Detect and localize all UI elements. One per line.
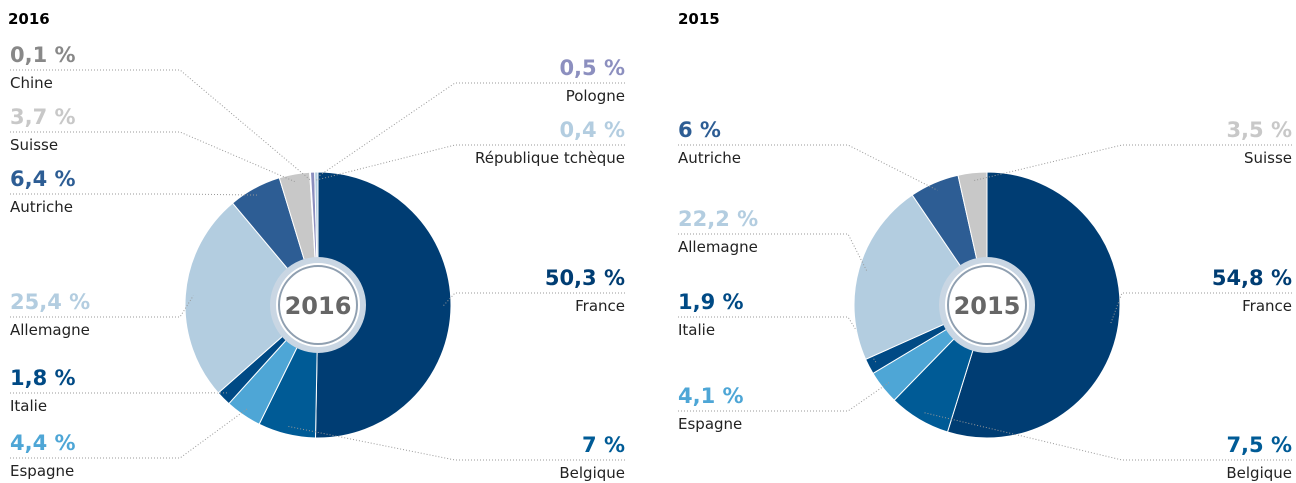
category-label: Belgique [1226, 464, 1292, 482]
category-label: Chine [10, 74, 53, 92]
value-label: 54,8 % [1212, 266, 1292, 290]
donut-ring [939, 257, 1035, 353]
category-label: Suisse [10, 136, 58, 154]
pie-slice [314, 171, 452, 439]
value-label: 6 % [678, 118, 721, 142]
category-label: Allemagne [10, 321, 90, 339]
leader-line [922, 411, 1292, 461]
value-label: 22,2 % [678, 207, 758, 231]
chart-title: 2016 [8, 10, 50, 28]
value-label: 0,5 % [559, 56, 625, 80]
value-label: 3,5 % [1226, 118, 1292, 142]
category-label: Espagne [10, 462, 74, 480]
leader-line [10, 407, 249, 459]
category-label: Autriche [10, 198, 73, 216]
category-label: Italie [10, 397, 47, 415]
value-label: 1,9 % [678, 290, 744, 314]
value-label: 1,8 % [10, 366, 76, 390]
category-label: France [575, 297, 625, 315]
center-label: 2016 [285, 292, 352, 320]
category-label: Italie [678, 321, 715, 339]
donut-ring-inner [947, 265, 1027, 345]
category-label: Autriche [678, 149, 741, 167]
donut-ring-inner [278, 265, 358, 345]
value-label: 0,4 % [559, 118, 625, 142]
leader-line [10, 193, 259, 196]
category-label: Espagne [678, 415, 742, 433]
value-label: 4,1 % [678, 384, 744, 408]
category-label: France [1242, 297, 1292, 315]
value-label: 7 % [582, 433, 625, 457]
pie-slice [184, 202, 319, 394]
value-label: 7,5 % [1226, 433, 1292, 457]
value-label: 4,4 % [10, 431, 76, 455]
value-label: 6,4 % [10, 167, 76, 191]
value-label: 3,7 % [10, 105, 76, 129]
center-label: 2015 [954, 292, 1021, 320]
category-label: Allemagne [678, 238, 758, 256]
donut-ring [270, 257, 366, 353]
chart-title: 2015 [678, 10, 720, 28]
value-label: 50,3 % [545, 266, 625, 290]
category-label: République tchèque [475, 149, 625, 167]
value-label: 0,1 % [10, 43, 76, 67]
leader-line [10, 295, 194, 318]
category-label: Suisse [1244, 149, 1292, 167]
value-label: 25,4 % [10, 290, 90, 314]
category-label: Pologne [566, 87, 625, 105]
category-label: Belgique [559, 464, 625, 482]
